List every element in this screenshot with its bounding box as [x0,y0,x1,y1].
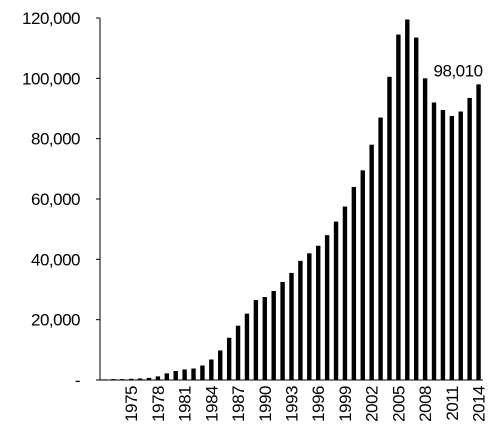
bar [342,206,348,380]
bar [298,260,303,380]
x-tick-label: 2002 [363,386,382,422]
x-tick-label: 1996 [309,386,328,422]
bar [289,272,294,380]
bar [422,78,428,380]
bar [360,170,365,380]
bar [440,110,446,380]
bar [351,186,357,380]
bar [218,350,223,380]
bar [458,111,463,381]
x-tick-label: 2011 [443,386,462,421]
bar [369,144,374,380]
bar [164,373,170,380]
x-tick-label: 1978 [149,386,168,422]
y-tick-label: 20,000 [31,311,80,330]
bar [262,297,267,380]
x-tick-label: 1993 [283,386,302,422]
bar [324,235,330,380]
bar [209,359,214,380]
bar [253,300,259,380]
bar [200,365,205,380]
bar [102,379,107,380]
bar [182,369,187,380]
bar [191,368,196,380]
y-tick-label: 100,000 [22,69,80,88]
x-tick-label: 2008 [416,386,435,422]
x-tick-label: 1981 [176,386,195,422]
x-tick-label: 1990 [256,386,275,422]
x-tick-label: 1999 [336,386,355,422]
bar [128,378,134,380]
bar [137,378,143,380]
bar [316,245,321,380]
bar [476,84,481,381]
bar [271,291,276,380]
bar [226,337,232,380]
bar [120,379,125,380]
bar [467,97,472,381]
bar [449,116,455,381]
bar [378,117,383,381]
x-tick-label: 1984 [202,386,221,422]
bar [235,325,241,380]
x-tick-label: 2014 [470,386,489,422]
bar [333,221,339,380]
y-tick-label: - [75,371,80,390]
bar [111,379,116,380]
bar [396,34,401,380]
x-tick-label: 1975 [122,386,141,422]
bar [413,37,419,380]
bar [387,76,392,380]
value-label: 98,010 [434,61,483,80]
y-tick-label: 40,000 [31,250,80,269]
x-tick-label: 2005 [389,386,408,422]
y-tick-label: 120,000 [22,9,80,28]
y-tick-label: 60,000 [31,190,80,209]
x-tick-label: 1987 [229,386,248,422]
bar [155,376,161,380]
bar [280,281,285,380]
bar [173,370,178,380]
bar [431,102,437,380]
bar [146,377,152,380]
bar [244,313,250,380]
bar [307,253,312,380]
y-tick-label: 80,000 [31,130,80,149]
bar [405,19,410,381]
